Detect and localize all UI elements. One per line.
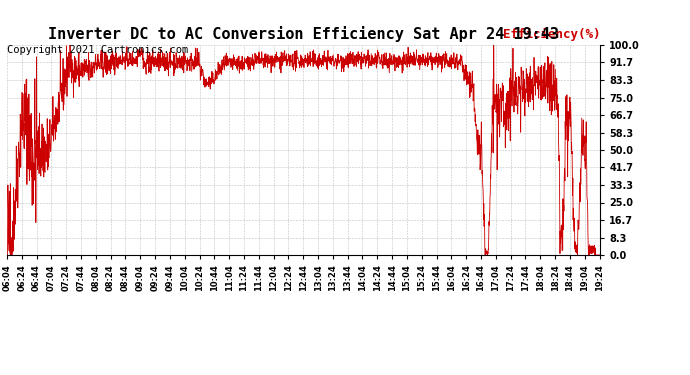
Title: Inverter DC to AC Conversion Efficiency Sat Apr 24 19:43: Inverter DC to AC Conversion Efficiency … bbox=[48, 27, 559, 42]
Text: Efficiency(%): Efficiency(%) bbox=[503, 28, 600, 41]
Text: Copyright 2021 Cartronics.com: Copyright 2021 Cartronics.com bbox=[7, 45, 188, 55]
